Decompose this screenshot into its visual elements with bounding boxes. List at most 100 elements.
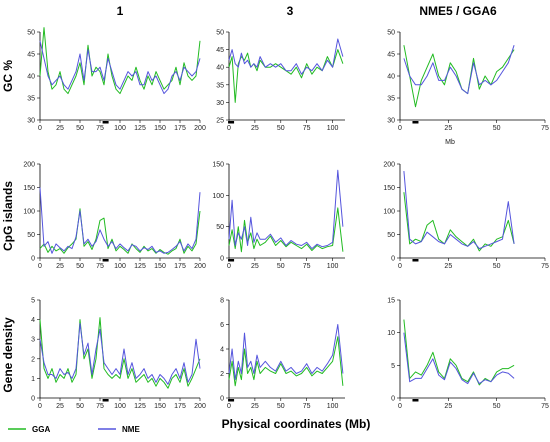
- y-tick-label-gc-1-4: 50: [27, 30, 35, 37]
- x-tick-label-gc-3-1: 25: [251, 125, 259, 132]
- y-tick-label-gene-3-2: 4: [220, 347, 224, 354]
- column-title-nme5-gga6: NME5 / GGA6: [419, 4, 497, 18]
- series-line-nme-cpg-1: [39, 187, 201, 254]
- y-tick-label-gene-3-4: 8: [220, 298, 224, 305]
- x-tick-label-gc-1-1: 25: [56, 125, 64, 132]
- y-tick-label-gc-1-0: 30: [27, 118, 35, 125]
- centromere-marker-gc-1: [102, 121, 109, 124]
- x-tick-label-gene-3-0: 0: [227, 403, 231, 410]
- y-tick-label-cpg-nme5-0: 0: [391, 256, 395, 263]
- x-tick-label-gc-1-8: 200: [194, 125, 206, 132]
- legend: GGA NME: [8, 425, 140, 434]
- y-tick-label-gc-3-4: 45: [216, 47, 224, 54]
- y-tick-label-cpg-1-4: 200: [23, 162, 35, 169]
- x-tick-label-cpg-3-1: 25: [251, 263, 259, 270]
- x-tick-label-cpg-3-0: 0: [227, 263, 231, 270]
- centromere-marker-cpg-nme5: [412, 259, 419, 262]
- y-tick-label-gene-3-0: 0: [220, 396, 224, 403]
- legend-label-nme: NME: [122, 425, 140, 434]
- centromere-marker-gc-3: [228, 121, 235, 124]
- x-tick-label-gc-1-6: 150: [154, 125, 166, 132]
- x-tick-label-gene-nme5-0: 0: [398, 403, 402, 410]
- y-tick-label-gene-nme5-2: 10: [387, 330, 395, 337]
- x-tick-label-gene-3-2: 50: [277, 403, 285, 410]
- x-tick-label-gene-1-1: 25: [56, 403, 64, 410]
- panel-cpg-1: 0 50 100 150 200 0 25 50 75 100 125 150 175 200: [23, 162, 206, 271]
- y-tick-label-cpg-3-3: 150: [212, 162, 224, 169]
- row-title-cpg: CpG islands: [1, 181, 15, 251]
- x-tick-label-gene-3-3: 75: [303, 403, 311, 410]
- panel-gc-1: 30 35 40 45 50 0 25 50 75 100 125 150 175 200: [27, 27, 206, 132]
- y-tick-label-gc-3-3: 40: [216, 65, 224, 72]
- x-axis-label: Physical coordinates (Mb): [222, 417, 371, 431]
- y-tick-label-gc-3-0: 25: [216, 118, 224, 125]
- panel-gene-nme5: 0 5 10 15 0 25 50 75: [387, 298, 549, 411]
- y-tick-label-gene-3-3: 6: [220, 322, 224, 329]
- x-tick-label-cpg-1-0: 0: [38, 263, 42, 270]
- y-tick-label-gc-nme5-0: 30: [387, 118, 395, 125]
- y-tick-label-gene-1-5: 5: [31, 298, 35, 305]
- y-tick-label-gene-nme5-1: 5: [391, 363, 395, 370]
- y-tick-label-gc-1-2: 40: [27, 74, 35, 81]
- x-tick-label-cpg-1-7: 175: [174, 263, 186, 270]
- x-tick-label-gc-nme5-3: 75: [541, 125, 549, 132]
- x-tick-label-gene-nme5-2: 50: [493, 403, 501, 410]
- legend-label-gga: GGA: [32, 425, 50, 434]
- x-tick-label-gene-3-1: 25: [251, 403, 259, 410]
- y-tick-label-gc-1-1: 35: [27, 96, 35, 103]
- y-tick-label-gene-1-3: 3: [31, 337, 35, 344]
- x-tick-label-gc-3-0: 0: [227, 125, 231, 132]
- x-tick-label-gc-nme5-0: 0: [398, 125, 402, 132]
- series-line-gga-gc-1: [39, 27, 201, 95]
- y-tick-label-cpg-nme5-4: 200: [383, 162, 395, 169]
- x-tick-label-gc-nme5-1: 25: [444, 125, 452, 132]
- series-line-nme-gc-3: [228, 38, 344, 75]
- x-tick-label-gc-1-7: 175: [174, 125, 186, 132]
- x-tick-label-cpg-1-1: 25: [56, 263, 64, 270]
- y-tick-label-gene-3-1: 2: [220, 371, 224, 378]
- y-tick-label-gene-1-2: 2: [31, 356, 35, 363]
- y-tick-label-cpg-3-0: 0: [220, 256, 224, 263]
- y-tick-label-cpg-nme5-1: 50: [387, 232, 395, 239]
- series-line-nme-gene-nme5: [403, 332, 515, 385]
- x-tick-label-cpg-1-6: 150: [154, 263, 166, 270]
- y-tick-label-cpg-1-3: 150: [23, 185, 35, 192]
- x-tick-label-gene-nme5-1: 25: [444, 403, 452, 410]
- x-tick-label-gene-1-7: 175: [174, 403, 186, 410]
- x-tick-label-cpg-nme5-3: 75: [541, 263, 549, 270]
- x-tick-label-gene-1-3: 75: [96, 403, 104, 410]
- series-line-gga-gene-3: [228, 336, 344, 387]
- x-tick-label-cpg-3-2: 50: [277, 263, 285, 270]
- centromere-marker-cpg-3: [228, 259, 235, 262]
- series-line-gga-cpg-3: [228, 207, 344, 253]
- x-tick-label-cpg-3-3: 75: [303, 263, 311, 270]
- x-tick-label-gene-1-0: 0: [38, 403, 42, 410]
- series-line-gga-cpg-nme5: [403, 192, 515, 252]
- row-title-gc: GC %: [1, 60, 15, 92]
- series-line-gga-cpg-1: [39, 208, 201, 255]
- x-tick-label-cpg-3-4: 100: [327, 263, 339, 270]
- centromere-marker-gc-nme5: [412, 121, 419, 124]
- series-line-gga-gene-1: [39, 317, 201, 389]
- series-line-nme-gc-1: [39, 40, 201, 95]
- series-line-nme-cpg-nme5: [403, 171, 515, 250]
- x-tick-label-gc-1-2: 50: [76, 125, 84, 132]
- x-tick-label-cpg-1-5: 125: [134, 263, 146, 270]
- panel-cpg-3: 0 50 100 150 0 25 50 75 100: [212, 162, 345, 270]
- y-tick-label-gc-nme5-3: 45: [387, 52, 395, 59]
- panel-gc-nme5: 30 35 40 45 50 0 25 50 75: [387, 30, 549, 133]
- x-tick-label-gene-1-5: 125: [134, 403, 146, 410]
- y-tick-label-gc-nme5-4: 50: [387, 30, 395, 37]
- x-tick-label-gc-3-3: 75: [303, 125, 311, 132]
- x-tick-label-gene-1-2: 50: [76, 403, 84, 410]
- series-line-gga-gene-nme5: [403, 319, 515, 386]
- x-tick-label-gc-3-4: 100: [327, 125, 339, 132]
- series-line-gga-gc-nme5: [403, 45, 515, 108]
- x-tick-label-gc-1-0: 0: [38, 125, 42, 132]
- y-tick-label-gc-3-1: 30: [216, 100, 224, 107]
- centromere-marker-gene-nme5: [412, 399, 419, 402]
- y-tick-label-gene-1-1: 1: [31, 376, 35, 383]
